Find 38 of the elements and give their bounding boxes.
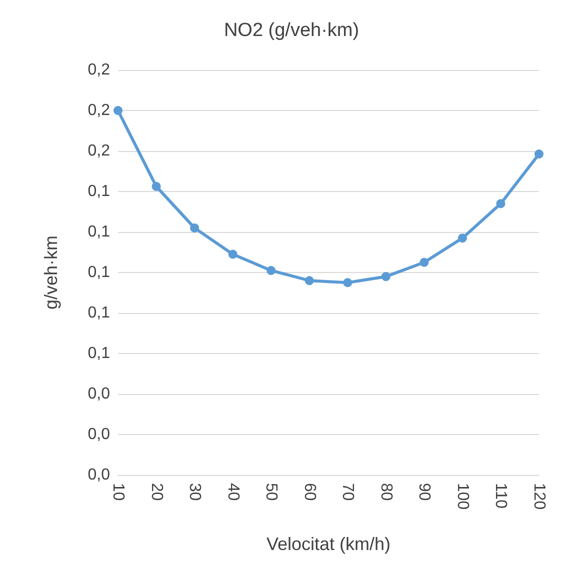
- y-tick-label: 0,1: [88, 304, 110, 322]
- y-tick-label: 0,0: [88, 466, 110, 484]
- x-tick-label: 110: [492, 483, 510, 509]
- point: [343, 278, 352, 288]
- x-tick-label: 10: [110, 483, 126, 501]
- point: [304, 276, 314, 286]
- y-tick-label: 0,1: [88, 183, 110, 200]
- y-tick-label: 0,1: [88, 224, 110, 240]
- point: [458, 234, 467, 243]
- x-tick-label: 120: [530, 483, 548, 510]
- y-tick-label: 0,2: [88, 102, 110, 119]
- x-tick-label: 100: [454, 483, 471, 510]
- point: [152, 182, 161, 191]
- x-tick-label: 60: [300, 483, 318, 501]
- x-axis-title: Velocitat (km/h): [266, 534, 391, 554]
- x-tick-label: 50: [262, 483, 280, 501]
- point: [228, 250, 238, 259]
- x-tick-label: 40: [224, 483, 242, 501]
- point: [420, 258, 429, 267]
- x-tick-label: 80: [377, 483, 394, 501]
- y-tick-label: 0,1: [88, 264, 110, 281]
- y-tick-label: 0,1: [88, 345, 110, 362]
- x-tick-label: 20: [148, 483, 165, 501]
- point: [534, 150, 544, 159]
- point: [266, 266, 276, 275]
- y-tick-label: 0,2: [88, 142, 110, 160]
- y-tick-label: 0,0: [88, 386, 110, 402]
- x-tick-label: 90: [416, 483, 433, 501]
- y-tick-label: 0,0: [88, 426, 110, 443]
- chart-title: NO2 (g/veh·km): [224, 20, 360, 41]
- y-tick-label: 0,2: [88, 62, 110, 78]
- x-tick-label: 70: [339, 483, 356, 501]
- point: [190, 223, 200, 232]
- x-tick-label: 30: [186, 483, 204, 501]
- point: [381, 272, 390, 282]
- y-axis-title: g/veh·km: [41, 235, 61, 310]
- point: [114, 106, 122, 115]
- point: [496, 199, 506, 208]
